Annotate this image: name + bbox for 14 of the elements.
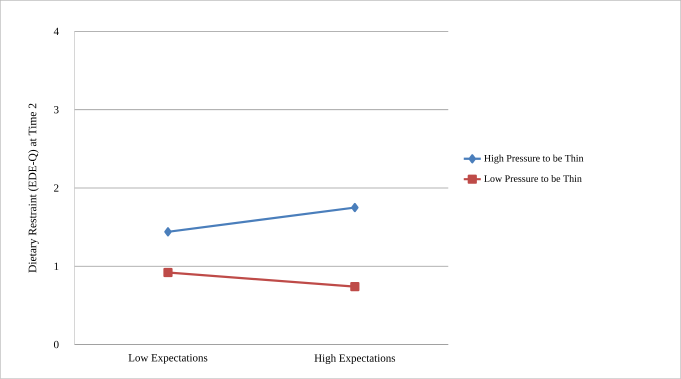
- legend-label: High Pressure to be Thin: [484, 154, 584, 164]
- y-tick-label: 4: [54, 28, 59, 36]
- y-tick-label: 3: [54, 106, 59, 114]
- point: [351, 203, 359, 212]
- point: [164, 227, 172, 237]
- point: [350, 282, 360, 292]
- y-tick-label: 2: [54, 184, 58, 192]
- y-tick-label: 1: [54, 262, 58, 270]
- x-tick-label: High Expectations: [314, 354, 396, 364]
- x-tick-label: Low Expectations: [128, 354, 208, 364]
- legend-label: Low Pressure to be Thin: [484, 175, 582, 182]
- y-axis-title: Dietary Restraint (EDE-Q) at Time 2: [28, 104, 39, 273]
- y-tick-label: 0: [54, 340, 59, 348]
- point: [163, 268, 173, 278]
